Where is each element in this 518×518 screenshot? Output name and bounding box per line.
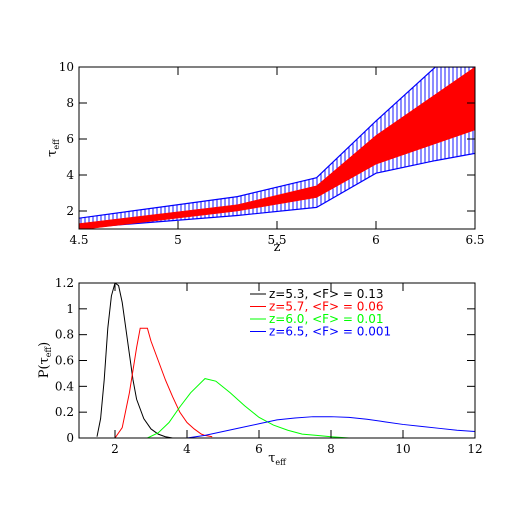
top-y-axis-label-sub: eff bbox=[52, 138, 61, 150]
bottom-x-tick-label: 4 bbox=[183, 442, 191, 456]
top-x-tick-label: 6.5 bbox=[465, 233, 484, 247]
bottom-x-tick-label: 6 bbox=[255, 442, 263, 456]
top-y-tick-label: 10 bbox=[59, 60, 74, 74]
top-y-tick-label: 2 bbox=[66, 204, 74, 218]
legend-label-3: z=6.5, <F> = 0.001 bbox=[269, 325, 391, 339]
top-y-tick-label: 6 bbox=[66, 132, 74, 146]
legend-label-0: z=5.3, <F> = 0.13 bbox=[269, 287, 383, 301]
curve-1 bbox=[114, 327, 213, 438]
curve-3 bbox=[186, 416, 475, 438]
bottom-x-axis-label-sub: eff bbox=[275, 458, 287, 467]
bottom-y-axis-label-main: P(τ bbox=[37, 357, 52, 378]
bottom-x-tick-label: 10 bbox=[395, 442, 410, 456]
legend: z=5.3, <F> = 0.13z=5.7, <F> = 0.06z=6.0,… bbox=[250, 287, 391, 339]
bottom-y-axis-label: P(τeff) bbox=[37, 342, 53, 379]
top-x-tick-label: 5 bbox=[174, 233, 182, 247]
bottom-ticks: 2 4 6 8 10 12 0 0.2 0.4 0.6 0.8 1 1.2 bbox=[55, 276, 483, 456]
bottom-y-tick-label: 0.2 bbox=[55, 405, 74, 419]
filled-band-1 bbox=[79, 67, 475, 229]
bottom-x-axis-label: τeff bbox=[268, 451, 287, 467]
bottom-x-tick-label: 8 bbox=[327, 442, 335, 456]
bottom-y-tick-label: 0.4 bbox=[55, 379, 74, 393]
bottom-y-tick-label: 0 bbox=[66, 431, 74, 445]
top-y-axis-label: τeff bbox=[45, 138, 61, 157]
curve-0 bbox=[96, 283, 173, 438]
bottom-y-tick-label: 0.8 bbox=[55, 328, 74, 342]
top-x-tick-label: 6 bbox=[372, 233, 380, 247]
top-x-tick-label: 5.5 bbox=[267, 233, 286, 247]
probability-curves bbox=[96, 283, 475, 438]
bottom-x-axis-label-main: τ bbox=[268, 451, 275, 466]
bottom-y-tick-label: 1 bbox=[66, 302, 74, 316]
top-x-axis-label: z bbox=[274, 240, 281, 255]
top-x-tick-label: 4.5 bbox=[69, 233, 88, 247]
tau-bands bbox=[79, 67, 475, 229]
top-ticks: 4.5 5 5.5 6 6.5 2 4 6 8 10 bbox=[59, 60, 485, 247]
curve-2 bbox=[147, 378, 350, 438]
top-y-axis-label-main: τ bbox=[45, 150, 60, 157]
bottom-y-tick-label: 1.2 bbox=[55, 276, 74, 290]
bottom-y-axis-label-close: ) bbox=[37, 342, 52, 347]
top-panel: 4.5 5 5.5 6 6.5 2 4 6 8 10 z τeff bbox=[45, 60, 485, 255]
top-y-tick-label: 4 bbox=[66, 168, 74, 182]
bottom-y-tick-label: 0.6 bbox=[55, 354, 74, 368]
bottom-x-tick-label: 2 bbox=[111, 442, 119, 456]
bottom-y-axis-label-sub: eff bbox=[44, 346, 53, 358]
top-y-tick-label: 8 bbox=[66, 96, 74, 110]
bottom-x-tick-label: 12 bbox=[467, 442, 482, 456]
legend-label-1: z=5.7, <F> = 0.06 bbox=[269, 300, 383, 314]
legend-label-2: z=6.0, <F> = 0.01 bbox=[269, 312, 383, 326]
